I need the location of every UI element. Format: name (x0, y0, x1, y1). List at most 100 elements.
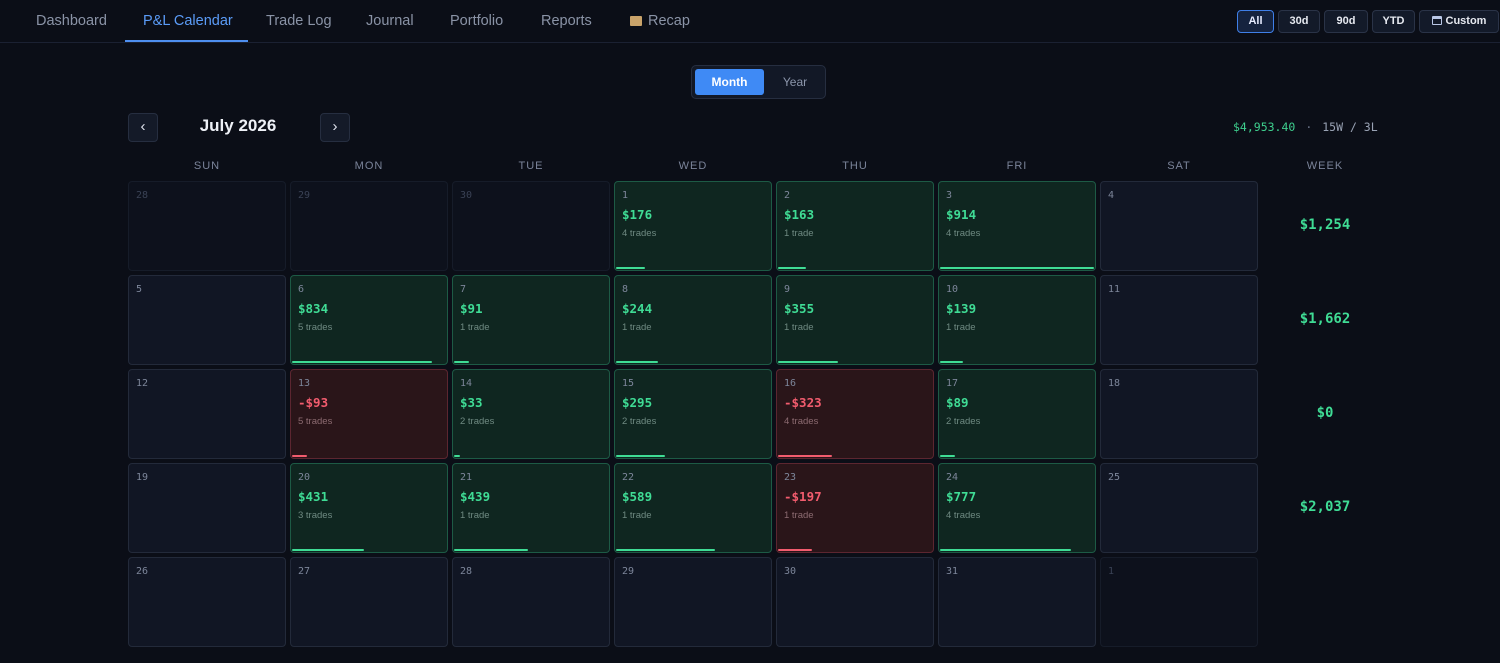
day-cell[interactable]: 3 $914 4 trades (938, 181, 1096, 271)
day-cell[interactable]: 20 $431 3 trades (290, 463, 448, 553)
tab-reports[interactable]: Reports (541, 13, 592, 29)
day-pnl-bar (454, 361, 469, 363)
weekday-header-sat: SAT (1167, 160, 1191, 172)
day-cell[interactable]: 25 (1100, 463, 1258, 553)
day-cell[interactable]: 18 (1100, 369, 1258, 459)
day-cell[interactable]: 29 (614, 557, 772, 647)
day-cell[interactable]: 14 $33 2 trades (452, 369, 610, 459)
day-trade-count: 1 trade (622, 510, 652, 521)
day-cell[interactable]: 12 (128, 369, 286, 459)
weekday-header-sun: SUN (193, 160, 221, 172)
tab-pl-calendar[interactable]: P&L Calendar (143, 13, 233, 29)
day-cell[interactable]: 21 $439 1 trade (452, 463, 610, 553)
day-pnl-bar (940, 267, 1094, 269)
prev-month-button[interactable]: ‹ (128, 113, 158, 142)
day-trade-count: 1 trade (622, 322, 652, 333)
view-toggle: Month Year (691, 65, 826, 99)
day-pnl: $163 (784, 207, 815, 222)
day-cell[interactable]: 27 (290, 557, 448, 647)
day-pnl-bar (616, 361, 658, 363)
day-pnl-bar (940, 455, 955, 457)
range-all-button[interactable]: All (1237, 10, 1274, 33)
day-pnl-bar (940, 549, 1071, 551)
day-cell[interactable]: 11 (1100, 275, 1258, 365)
tab-portfolio[interactable]: Portfolio (450, 13, 504, 29)
day-cell[interactable]: 15 $295 2 trades (614, 369, 772, 459)
day-cell[interactable]: 26 (128, 557, 286, 647)
range-custom-label: Custom (1445, 15, 1487, 27)
day-number: 8 (622, 284, 629, 295)
month-view-button[interactable]: Month (695, 69, 764, 95)
day-cell[interactable]: 2 $163 1 trade (776, 181, 934, 271)
active-tab-indicator (125, 40, 248, 42)
day-cell[interactable]: 24 $777 4 trades (938, 463, 1096, 553)
day-cell[interactable]: 6 $834 5 trades (290, 275, 448, 365)
day-pnl: $176 (622, 207, 653, 222)
day-trade-count: 4 trades (946, 510, 981, 521)
day-number: 30 (460, 190, 473, 201)
day-number: 2 (784, 190, 791, 201)
day-pnl: $439 (460, 489, 491, 504)
range-30d-button[interactable]: 30d (1278, 10, 1320, 33)
tab-trade-log[interactable]: Trade Log (266, 13, 332, 29)
day-trade-count: 1 trade (946, 322, 976, 333)
day-pnl: $777 (946, 489, 977, 504)
day-cell[interactable]: 28 (128, 181, 286, 271)
day-pnl: $91 (460, 301, 483, 316)
day-trade-count: 2 trades (460, 416, 495, 427)
day-number: 5 (136, 284, 143, 295)
day-number: 4 (1108, 190, 1115, 201)
day-cell[interactable]: 17 $89 2 trades (938, 369, 1096, 459)
day-cell[interactable]: 29 (290, 181, 448, 271)
day-pnl: $914 (946, 207, 977, 222)
range-custom-button[interactable]: Custom (1419, 10, 1499, 33)
day-cell[interactable]: 22 $589 1 trade (614, 463, 772, 553)
day-cell[interactable]: 31 (938, 557, 1096, 647)
day-cell[interactable]: 1 $176 4 trades (614, 181, 772, 271)
tab-journal[interactable]: Journal (366, 13, 414, 29)
day-cell[interactable]: 4 (1100, 181, 1258, 271)
week-header: WEEK (1306, 160, 1344, 172)
day-cell[interactable]: 19 (128, 463, 286, 553)
day-pnl: $139 (946, 301, 977, 316)
day-number: 24 (946, 472, 959, 483)
day-cell[interactable]: 16 -$323 4 trades (776, 369, 934, 459)
day-cell[interactable]: 23 -$197 1 trade (776, 463, 934, 553)
day-trade-count: 2 trades (622, 416, 657, 427)
day-pnl-bar (616, 455, 665, 457)
day-number: 15 (622, 378, 635, 389)
day-pnl-bar (778, 361, 838, 363)
day-pnl: $834 (298, 301, 329, 316)
tab-recap[interactable]: Recap (630, 0, 690, 43)
day-number: 14 (460, 378, 473, 389)
day-cell[interactable]: 30 (452, 181, 610, 271)
day-pnl-bar (616, 549, 715, 551)
day-pnl-bar (454, 549, 528, 551)
week-total: $1,254 (1299, 217, 1351, 233)
day-cell[interactable]: 30 (776, 557, 934, 647)
day-cell[interactable]: 28 (452, 557, 610, 647)
day-pnl-bar (454, 455, 460, 457)
day-number: 10 (946, 284, 959, 295)
day-number: 27 (298, 566, 311, 577)
range-ytd-button[interactable]: YTD (1372, 10, 1415, 33)
day-trade-count: 2 trades (946, 416, 981, 427)
next-month-button[interactable]: › (320, 113, 350, 142)
range-90d-button[interactable]: 90d (1324, 10, 1368, 33)
day-cell[interactable]: 7 $91 1 trade (452, 275, 610, 365)
day-cell[interactable]: 10 $139 1 trade (938, 275, 1096, 365)
year-view-button[interactable]: Year (782, 75, 808, 89)
day-number: 9 (784, 284, 791, 295)
day-number: 1 (622, 190, 629, 201)
day-cell[interactable]: 1 (1100, 557, 1258, 647)
day-cell[interactable]: 8 $244 1 trade (614, 275, 772, 365)
day-trade-count: 4 trades (622, 228, 657, 239)
day-pnl-bar (616, 267, 645, 269)
day-cell[interactable]: 13 -$93 5 trades (290, 369, 448, 459)
day-cell[interactable]: 5 (128, 275, 286, 365)
day-pnl: $431 (298, 489, 329, 504)
weekday-header-fri: FRI (1006, 160, 1028, 172)
month-total-pnl: $4,953.40 (1233, 120, 1296, 134)
tab-dashboard[interactable]: Dashboard (36, 13, 107, 29)
day-cell[interactable]: 9 $355 1 trade (776, 275, 934, 365)
